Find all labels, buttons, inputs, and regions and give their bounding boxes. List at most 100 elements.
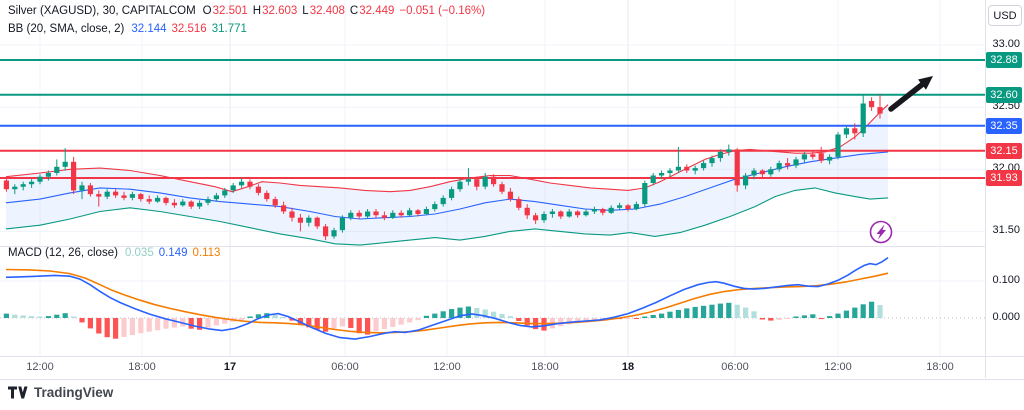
- candle-body: [373, 211, 379, 216]
- macd-histogram-bar: [398, 318, 404, 325]
- macd-histogram-bar: [877, 305, 883, 318]
- macd-histogram-bar: [524, 318, 530, 326]
- bb-fill: [6, 104, 888, 246]
- macd-histogram-bar: [575, 318, 581, 323]
- price-axis-border: [985, 0, 986, 378]
- candle-body: [667, 170, 673, 173]
- macd-histogram-bar: [71, 316, 77, 318]
- macd-histogram-bar: [843, 310, 849, 318]
- time-label-12:00: 12:00: [26, 361, 54, 373]
- candle-body: [289, 211, 295, 218]
- bb-lower-line[interactable]: [5, 187, 889, 246]
- macd-histogram-bar: [323, 318, 329, 332]
- macd-histogram-bar: [87, 318, 93, 329]
- macd-tick-0.100: 0.100: [992, 274, 1020, 286]
- macd-histogram-bar: [113, 318, 119, 339]
- price-badge-32.35[interactable]: 32.35: [986, 118, 1022, 134]
- time-label-06:00: 06:00: [331, 361, 359, 373]
- candle-body: [558, 211, 564, 217]
- macd-histogram-bar: [743, 307, 749, 318]
- candle-body: [381, 215, 387, 218]
- currency-button[interactable]: USD: [988, 5, 1022, 26]
- bb-upper-line[interactable]: [5, 104, 889, 193]
- symbol-legend[interactable]: Silver (XAGUSD), 30, CAPITALCOM O32.501 …: [8, 5, 485, 17]
- candle-body: [356, 212, 362, 217]
- time-label-18:00: 18:00: [128, 361, 156, 373]
- macd-histogram-bar: [776, 318, 782, 320]
- symbol-title: Silver (XAGUSD), 30, CAPITALCOM: [8, 5, 196, 17]
- macd-histogram-bar: [138, 318, 144, 334]
- arrow-head[interactable]: [918, 76, 933, 90]
- price-badge-32.60[interactable]: 32.60: [986, 87, 1022, 103]
- macd-histogram-bar: [642, 316, 648, 318]
- candle-body: [591, 209, 597, 212]
- time-label-18:00: 18:00: [531, 361, 559, 373]
- time-label-18: 18: [621, 361, 635, 373]
- candle-body: [717, 151, 723, 159]
- macd-histogram-bar: [297, 318, 303, 325]
- candle-body: [188, 201, 194, 207]
- macd-histogram-bar: [709, 304, 715, 318]
- price-badge-32.15[interactable]: 32.15: [986, 143, 1022, 159]
- macd-title: MACD (12, 26, close): [8, 247, 118, 259]
- macd-signal-value: 0.113: [192, 247, 221, 259]
- macd-histogram-bar: [667, 311, 673, 318]
- candle-body: [869, 101, 875, 108]
- close-label: C: [349, 5, 359, 17]
- candle-body: [230, 185, 236, 191]
- candle-body: [860, 103, 866, 134]
- candle-body: [575, 211, 581, 216]
- macd-histogram-bar: [692, 306, 698, 318]
- macd-histogram-bar: [163, 318, 169, 329]
- macd-histogram-bar: [701, 305, 707, 318]
- macd-histogram-bar: [390, 318, 396, 327]
- macd-histogram-bar: [129, 318, 135, 335]
- arrow-drawing[interactable]: [888, 79, 928, 112]
- macd-histogram-bar: [558, 318, 564, 327]
- candle-body: [180, 201, 186, 206]
- candle-body: [818, 153, 824, 161]
- macd-histogram-bar: [650, 315, 656, 318]
- macd-histogram-bar: [146, 318, 152, 332]
- price-badge-32.88[interactable]: 32.88: [986, 52, 1022, 68]
- low-value: 32.408: [309, 5, 345, 17]
- tradingview-logo[interactable]: TradingView: [8, 385, 113, 400]
- candle-body: [121, 195, 127, 198]
- bb-legend[interactable]: BB (20, SMA, close, 2) 32.144 32.516 31.…: [8, 23, 247, 35]
- macd-histogram-bar: [734, 304, 740, 318]
- macd-tick-0.000: 0.000: [992, 311, 1020, 323]
- macd-histogram-bar: [381, 318, 387, 330]
- candle-body: [306, 217, 312, 223]
- macd-main-line[interactable]: [5, 257, 889, 340]
- macd-histogram-bar: [583, 318, 589, 322]
- macd-histogram-bar: [465, 306, 471, 318]
- macd-histogram-bar: [373, 318, 379, 332]
- candle-body: [600, 209, 606, 213]
- candle-body: [726, 149, 732, 152]
- macd-histogram-bar: [29, 316, 35, 318]
- macd-legend[interactable]: MACD (12, 26, close) 0.035 0.149 0.113: [8, 247, 220, 259]
- candle-body: [113, 191, 119, 196]
- macd-histogram-bar: [675, 309, 681, 318]
- candle-body: [37, 176, 43, 182]
- candle-body: [642, 183, 648, 205]
- pane-separator[interactable]: [0, 246, 985, 247]
- price-badge-31.93[interactable]: 31.93: [986, 170, 1022, 186]
- macd-histogram-bar: [96, 318, 102, 334]
- macd-histogram-bar: [801, 315, 807, 318]
- candle-body: [549, 211, 555, 214]
- candle-body: [877, 107, 883, 114]
- candle-body: [835, 134, 841, 157]
- macd-histogram-bar: [818, 318, 824, 320]
- candle-body: [608, 207, 614, 213]
- candle-body: [843, 128, 849, 135]
- macd-histogram-bar: [499, 313, 505, 318]
- high-label: H: [252, 5, 262, 17]
- candle-body: [163, 197, 169, 203]
- candle-body: [583, 211, 589, 216]
- candle-body: [255, 186, 261, 193]
- candle-body: [793, 159, 799, 166]
- macd-histogram-bar: [482, 309, 488, 318]
- open-value: 32.501: [212, 5, 248, 17]
